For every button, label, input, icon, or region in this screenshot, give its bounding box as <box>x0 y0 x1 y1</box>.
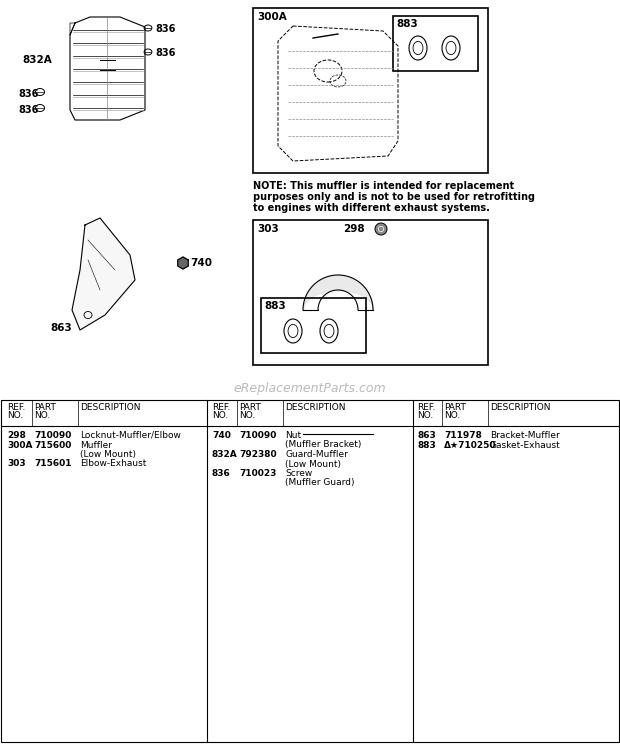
Bar <box>261 298 366 353</box>
Text: NO.: NO. <box>34 411 50 420</box>
Text: 792380: 792380 <box>239 450 277 459</box>
Text: Bracket-Muffler: Bracket-Muffler <box>490 431 560 440</box>
Text: eReplacementParts.com: eReplacementParts.com <box>234 382 386 395</box>
Text: to engines with different exhaust systems.: to engines with different exhaust system… <box>253 203 490 213</box>
Text: NO.: NO. <box>239 411 255 420</box>
Text: NO.: NO. <box>417 411 433 420</box>
Text: 836: 836 <box>155 24 175 34</box>
Text: 300A: 300A <box>257 12 286 22</box>
Text: 710090: 710090 <box>34 431 71 440</box>
Bar <box>1 400 619 742</box>
Text: 303: 303 <box>7 460 25 469</box>
Text: DESCRIPTION: DESCRIPTION <box>80 403 141 412</box>
Ellipse shape <box>442 36 460 60</box>
Text: 710023: 710023 <box>239 469 277 478</box>
Ellipse shape <box>284 319 302 343</box>
Bar <box>253 220 488 365</box>
Text: 836: 836 <box>155 48 175 58</box>
Text: 832A: 832A <box>22 55 51 65</box>
Text: NO.: NO. <box>212 411 228 420</box>
Text: Elbow-Exhaust: Elbow-Exhaust <box>80 460 146 469</box>
Text: 711978: 711978 <box>444 431 482 440</box>
Text: 740: 740 <box>212 431 231 440</box>
Text: Locknut-Muffler/Elbow: Locknut-Muffler/Elbow <box>80 431 181 440</box>
Text: 863: 863 <box>50 323 72 333</box>
Text: (Muffler Bracket): (Muffler Bracket) <box>285 440 361 449</box>
Ellipse shape <box>144 25 152 31</box>
Ellipse shape <box>35 89 45 95</box>
Text: PART: PART <box>444 403 466 412</box>
Text: 303: 303 <box>257 224 279 234</box>
Text: (Low Mount): (Low Mount) <box>285 460 341 469</box>
Polygon shape <box>72 218 135 330</box>
Ellipse shape <box>413 42 423 54</box>
Text: PART: PART <box>34 403 56 412</box>
Ellipse shape <box>35 104 45 112</box>
Ellipse shape <box>446 42 456 54</box>
Text: 863: 863 <box>417 431 436 440</box>
Bar <box>253 8 488 173</box>
Ellipse shape <box>324 324 334 338</box>
Text: 298: 298 <box>343 224 365 234</box>
Text: REF.: REF. <box>212 403 231 412</box>
Text: 883: 883 <box>417 440 436 449</box>
Text: Gasket-Exhaust: Gasket-Exhaust <box>490 440 560 449</box>
Text: Guard-Muffler: Guard-Muffler <box>285 450 348 459</box>
Ellipse shape <box>378 226 384 231</box>
Ellipse shape <box>320 319 338 343</box>
Text: NO.: NO. <box>444 411 460 420</box>
Text: (Low Mount): (Low Mount) <box>80 450 136 459</box>
Text: Screw: Screw <box>285 469 312 478</box>
Polygon shape <box>178 257 188 269</box>
Ellipse shape <box>375 223 387 235</box>
Bar <box>393 16 478 71</box>
Text: DESCRIPTION: DESCRIPTION <box>285 403 345 412</box>
Text: 836: 836 <box>212 469 231 478</box>
Text: NOTE: This muffler is intended for replacement: NOTE: This muffler is intended for repla… <box>253 181 514 191</box>
Ellipse shape <box>409 36 427 60</box>
Text: Δ★710250: Δ★710250 <box>444 440 497 449</box>
Text: REF.: REF. <box>7 403 25 412</box>
Text: 710090: 710090 <box>239 431 277 440</box>
Text: 832A: 832A <box>212 450 237 459</box>
Text: 300A: 300A <box>7 440 32 449</box>
Text: 298: 298 <box>7 431 26 440</box>
Text: 715601: 715601 <box>34 460 71 469</box>
Text: Nut: Nut <box>285 431 301 440</box>
Text: Muffler: Muffler <box>80 440 112 449</box>
Text: 836: 836 <box>18 89 38 99</box>
Ellipse shape <box>144 49 152 55</box>
Text: REF.: REF. <box>417 403 435 412</box>
Text: NO.: NO. <box>7 411 24 420</box>
Text: (Muffler Guard): (Muffler Guard) <box>285 478 355 487</box>
Text: 740: 740 <box>190 258 212 268</box>
Text: 836: 836 <box>18 105 38 115</box>
Text: DESCRIPTION: DESCRIPTION <box>490 403 551 412</box>
Text: purposes only and is not to be used for retrofitting: purposes only and is not to be used for … <box>253 192 535 202</box>
Text: 715600: 715600 <box>34 440 71 449</box>
Text: PART: PART <box>239 403 261 412</box>
Text: 883: 883 <box>264 301 286 311</box>
Text: 883: 883 <box>396 19 418 29</box>
Ellipse shape <box>288 324 298 338</box>
